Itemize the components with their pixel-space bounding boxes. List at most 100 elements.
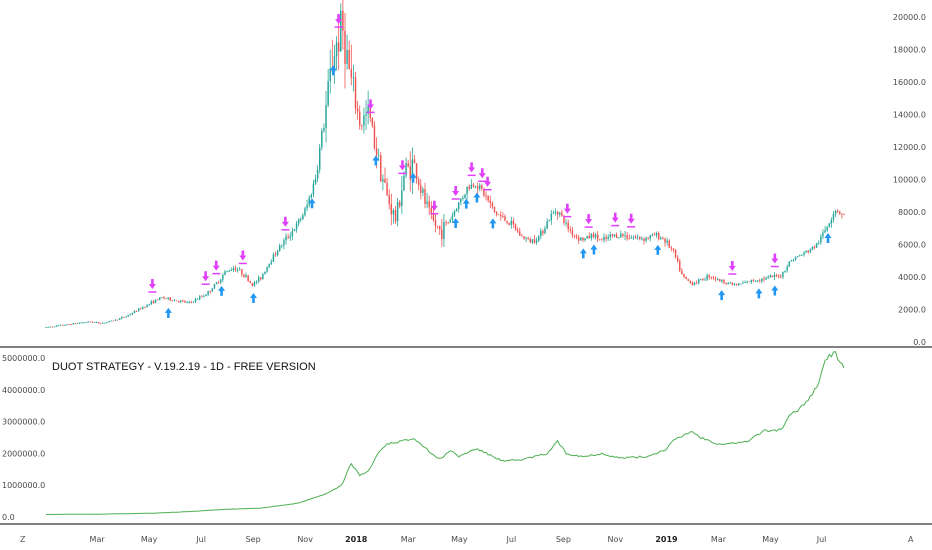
candle [655, 231, 658, 238]
x-axis-tick: 2018 [345, 535, 368, 544]
equity-y-tick: 3000000.0 [2, 418, 45, 427]
candle [268, 263, 270, 269]
candle [535, 237, 538, 246]
sell-signal-arrow-icon [483, 176, 492, 191]
candle [373, 121, 376, 151]
price-y-tick: 2000.0 [898, 306, 926, 315]
candle [380, 152, 382, 183]
candle [232, 265, 235, 273]
candle [445, 220, 447, 226]
candle [68, 323, 70, 325]
candle [495, 211, 498, 217]
candle [519, 227, 521, 236]
x-axis-tick: May [141, 535, 158, 544]
candle [249, 280, 251, 284]
buy-signal-arrow-icon [329, 65, 337, 76]
candle [417, 176, 420, 191]
candle [323, 123, 325, 133]
candle [679, 259, 681, 272]
candle [752, 278, 755, 282]
candle [588, 232, 590, 239]
candle [807, 249, 809, 254]
candle [321, 128, 323, 151]
candle [521, 233, 523, 237]
candle [533, 235, 536, 244]
candle [792, 259, 795, 262]
candle [154, 299, 157, 304]
buy-signal-arrow-icon [462, 198, 470, 209]
candle [354, 71, 357, 114]
candle [725, 282, 727, 285]
candle [624, 231, 626, 241]
candle [182, 299, 184, 302]
candle [135, 310, 138, 313]
buy-signal-arrow-icon [452, 217, 460, 228]
candle [550, 210, 553, 225]
candle [506, 220, 508, 225]
candle [826, 225, 828, 232]
candle [733, 283, 736, 286]
candle [114, 319, 117, 322]
sell-signal-arrow-icon [430, 200, 439, 215]
candle [813, 245, 816, 250]
candle [769, 274, 772, 279]
candle [304, 206, 306, 217]
candle [116, 319, 119, 321]
candle [411, 147, 414, 195]
candle [329, 49, 331, 94]
candle [148, 303, 150, 306]
candle [293, 228, 296, 232]
candle [672, 248, 675, 253]
candle [449, 218, 451, 223]
candle [203, 294, 205, 298]
candle [443, 213, 445, 248]
candle [64, 324, 66, 326]
corner-right-label[interactable]: A [908, 535, 914, 544]
candle [190, 300, 193, 304]
candle [184, 300, 186, 303]
x-axis-tick: Mar [90, 535, 106, 544]
candle [573, 234, 576, 239]
candle [693, 281, 696, 286]
candle [839, 210, 841, 216]
candle [300, 216, 302, 223]
candle [596, 231, 599, 243]
candle [257, 275, 260, 284]
candle [556, 210, 559, 220]
candle [721, 279, 723, 284]
candle [567, 219, 569, 233]
sell-signal-arrow-icon [478, 168, 487, 182]
candle [719, 278, 721, 282]
candle [828, 222, 830, 228]
candle [274, 251, 277, 257]
candle [434, 213, 437, 233]
candle [396, 197, 399, 227]
candle [630, 235, 633, 239]
candle [601, 238, 603, 241]
candle [281, 244, 283, 249]
price-y-tick: 0.0 [913, 338, 926, 347]
sell-signal-arrow-icon [366, 99, 375, 114]
candle [224, 269, 226, 276]
candle [575, 234, 578, 240]
candle [110, 320, 113, 322]
equity-y-tick: 0.0 [2, 513, 15, 522]
candle [409, 151, 411, 192]
buy-signal-arrow-icon [824, 232, 832, 243]
equity-y-tick: 4000000.0 [2, 386, 45, 395]
candle [491, 201, 494, 209]
candle [384, 167, 386, 184]
candle [657, 231, 660, 241]
candle [841, 213, 843, 219]
candle [457, 201, 460, 213]
candle [470, 179, 473, 190]
candle [756, 279, 759, 283]
candle [276, 249, 279, 257]
candle [451, 212, 454, 223]
candle [832, 210, 835, 223]
corner-left-label[interactable]: Z [20, 535, 26, 544]
candle [761, 278, 763, 284]
candle [180, 299, 182, 304]
candle [144, 306, 146, 309]
candle [599, 239, 601, 241]
